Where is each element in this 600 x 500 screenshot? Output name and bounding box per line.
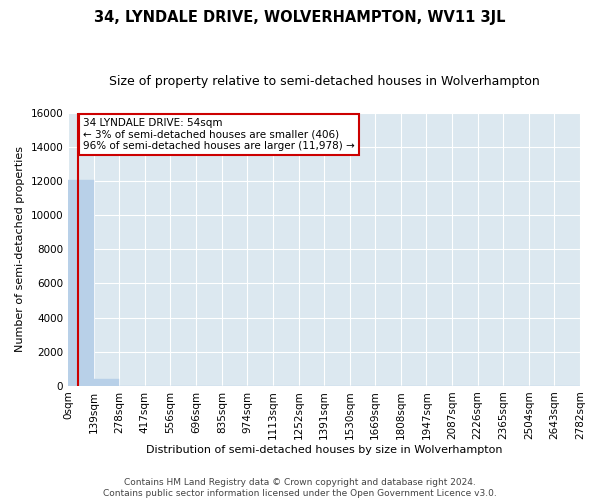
X-axis label: Distribution of semi-detached houses by size in Wolverhampton: Distribution of semi-detached houses by … xyxy=(146,445,502,455)
Text: 34, LYNDALE DRIVE, WOLVERHAMPTON, WV11 3JL: 34, LYNDALE DRIVE, WOLVERHAMPTON, WV11 3… xyxy=(94,10,506,25)
Bar xyxy=(68,180,94,386)
Y-axis label: Number of semi-detached properties: Number of semi-detached properties xyxy=(15,146,25,352)
Bar xyxy=(94,379,119,386)
Title: Size of property relative to semi-detached houses in Wolverhampton: Size of property relative to semi-detach… xyxy=(109,75,539,88)
Text: Contains HM Land Registry data © Crown copyright and database right 2024.
Contai: Contains HM Land Registry data © Crown c… xyxy=(103,478,497,498)
Text: 34 LYNDALE DRIVE: 54sqm
← 3% of semi-detached houses are smaller (406)
96% of se: 34 LYNDALE DRIVE: 54sqm ← 3% of semi-det… xyxy=(83,118,355,151)
